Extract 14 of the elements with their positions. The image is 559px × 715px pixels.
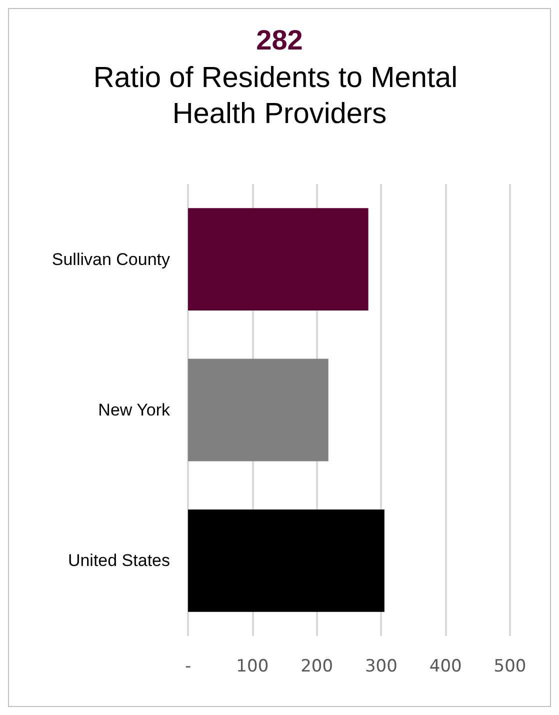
x-tick-label: 500 [494,656,526,676]
x-tick-label: 200 [300,656,334,676]
y-tick-label: Sullivan County [52,250,170,269]
bar [188,358,328,462]
x-tick-label: 300 [364,656,398,676]
x-tick-label: 400 [429,656,462,676]
x-tick-label: - [184,656,192,676]
bar [188,509,384,612]
chart-title: 282 [256,24,303,56]
chart-subtitle: Ratio of Residents to Mental Health Providers [93,62,466,130]
x-tick-label: 100 [236,656,269,676]
bar [188,208,368,311]
y-tick-label: United States [68,551,170,570]
y-tick-label: New York [98,400,170,420]
